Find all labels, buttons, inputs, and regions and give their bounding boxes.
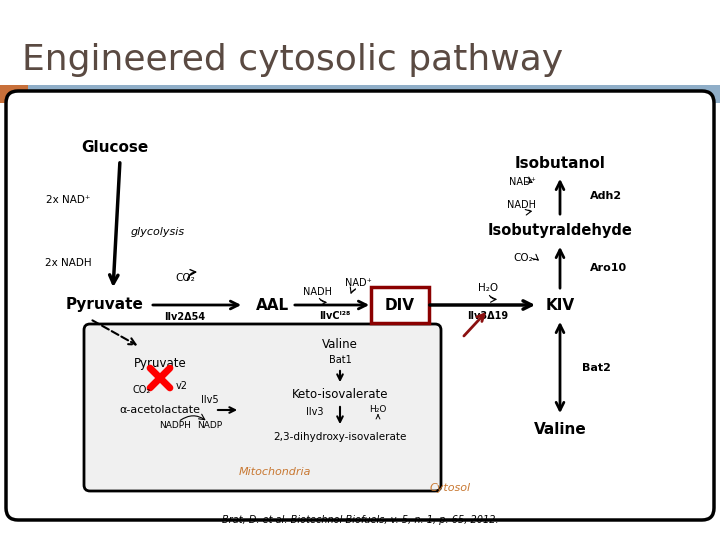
Text: Pyruvate: Pyruvate xyxy=(134,357,186,370)
Text: H₂O: H₂O xyxy=(369,406,387,415)
Text: Isobutanol: Isobutanol xyxy=(515,156,606,171)
Text: Pyruvate: Pyruvate xyxy=(66,298,144,313)
Text: Glucose: Glucose xyxy=(81,140,148,156)
Text: IlvCᴵ²⁸: IlvCᴵ²⁸ xyxy=(319,311,351,321)
Text: CO₂: CO₂ xyxy=(175,273,195,283)
Bar xyxy=(0,85,28,103)
Bar xyxy=(0,85,720,103)
Text: v2: v2 xyxy=(176,381,188,391)
Text: NADH: NADH xyxy=(508,200,536,210)
FancyBboxPatch shape xyxy=(6,91,714,520)
Text: Brat, D. et al. Biotechnol Biofuels, v. 5, n. 1, p. 65, 2012.: Brat, D. et al. Biotechnol Biofuels, v. … xyxy=(222,515,498,525)
Text: Valine: Valine xyxy=(322,339,358,352)
Text: NADPH: NADPH xyxy=(159,422,191,430)
Text: Bat2: Bat2 xyxy=(582,363,611,373)
Text: Adh2: Adh2 xyxy=(590,191,622,201)
Text: NAD⁺: NAD⁺ xyxy=(345,278,372,288)
Text: Cytosol: Cytosol xyxy=(429,483,471,493)
Text: AAL: AAL xyxy=(256,298,289,313)
Text: NAD⁺: NAD⁺ xyxy=(508,177,536,187)
Text: glycolysis: glycolysis xyxy=(131,227,185,237)
Text: CO₂: CO₂ xyxy=(133,385,151,395)
Text: KIV: KIV xyxy=(546,298,575,313)
Text: CO₂: CO₂ xyxy=(513,253,533,263)
Text: Ilv3Δ19: Ilv3Δ19 xyxy=(467,311,508,321)
Text: NADH: NADH xyxy=(304,287,333,297)
Text: 2x NADH: 2x NADH xyxy=(45,258,91,268)
Text: NADP: NADP xyxy=(197,422,222,430)
Text: DIV: DIV xyxy=(385,298,415,313)
FancyBboxPatch shape xyxy=(84,324,441,491)
Text: Ilv3: Ilv3 xyxy=(306,407,324,417)
Text: 2,3-dihydroxy-isovalerate: 2,3-dihydroxy-isovalerate xyxy=(274,432,407,442)
Text: Valine: Valine xyxy=(534,422,586,437)
Text: Mitochondria: Mitochondria xyxy=(239,467,311,477)
FancyBboxPatch shape xyxy=(371,287,429,323)
Text: H₂O: H₂O xyxy=(478,283,498,293)
Text: Keto-isovalerate: Keto-isovalerate xyxy=(292,388,388,402)
Text: Isobutyraldehyde: Isobutyraldehyde xyxy=(487,222,632,238)
Text: α-acetolactate: α-acetolactate xyxy=(120,405,200,415)
Text: Engineered cytosolic pathway: Engineered cytosolic pathway xyxy=(22,43,563,77)
Text: 2x NAD⁺: 2x NAD⁺ xyxy=(46,195,90,205)
Text: Bat1: Bat1 xyxy=(328,355,351,365)
Text: Ilv5: Ilv5 xyxy=(201,395,219,405)
Text: Ilv2Δ54: Ilv2Δ54 xyxy=(164,312,206,322)
Text: Aro10: Aro10 xyxy=(590,263,627,273)
